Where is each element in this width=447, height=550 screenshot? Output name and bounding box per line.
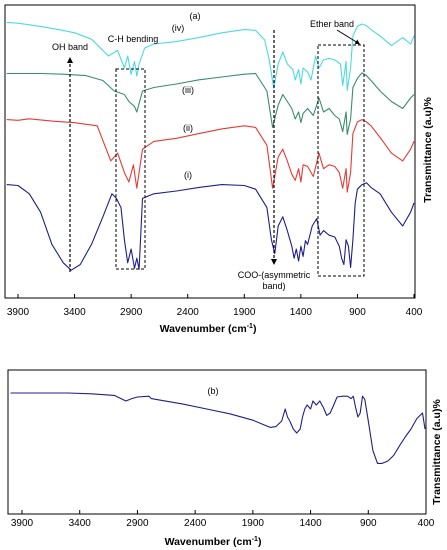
panel-a-series-labels: (iv) (iii) (ii) (i) — [172, 23, 194, 180]
coo-annotation-line1: COO-(asymmetric — [238, 270, 311, 280]
x-tick-label: 1900 — [233, 307, 256, 318]
panel-a-x-axis-title: Wavenumber (cm-1) — [160, 323, 257, 335]
panel-b-x-axis-title: Wavenumber (cm-1) — [165, 536, 262, 548]
x-tick-label: 1400 — [290, 307, 313, 318]
x-tick-label: 3900 — [11, 518, 34, 529]
series-line-2 — [6, 72, 415, 135]
svg-text:Wavenumber (cm-1): Wavenumber (cm-1) — [160, 323, 257, 335]
panel-a-label: (a) — [190, 11, 201, 21]
panel-a-y-axis-title: Transmittance (a.u)% — [422, 97, 434, 203]
panel-b-label: (b) — [208, 386, 219, 396]
svg-text:Wavenumber (cm-1): Wavenumber (cm-1) — [165, 536, 262, 548]
series-label-1: (iv) — [172, 23, 185, 33]
panel-a-frame — [4, 4, 416, 299]
ch-bending-box — [115, 68, 146, 270]
series-line-4 — [6, 182, 415, 271]
ch-bending-annotation: C-H bending — [108, 34, 159, 44]
series-label-3: (ii) — [183, 123, 193, 133]
panel-b: 3900 3400 2900 2400 1900 1400 900 400 (b) Waven… — [7, 369, 443, 548]
ether-band-annotation: Ether band — [310, 19, 354, 29]
x-tick-label: 1900 — [242, 518, 265, 529]
x-tick-label: 900 — [349, 307, 366, 318]
panel-a-series — [6, 21, 415, 271]
x-tick-label: 2900 — [120, 307, 143, 318]
x-tick-label: 3400 — [63, 307, 86, 318]
panel-b-frame — [7, 369, 427, 515]
x-tick-label: 3400 — [69, 518, 92, 529]
coo-annotation-line2: band) — [262, 281, 285, 291]
panel-a-x-ticks: 3900 3400 2900 2400 1900 1400 900 400 — [7, 294, 423, 318]
series-label-4: (i) — [184, 170, 192, 180]
spectrum-line-b — [10, 392, 426, 464]
series-line-3 — [6, 118, 415, 193]
series-line-1 — [6, 21, 415, 91]
x-tick-label: 3900 — [7, 307, 30, 318]
x-tick-label: 2900 — [126, 518, 149, 529]
x-tick-label: 400 — [406, 307, 423, 318]
panel-a: 3900 3400 2900 2400 1900 1400 900 400 (iv) (iii)… — [4, 4, 434, 335]
x-tick-label: 1400 — [299, 518, 322, 529]
ether-band-box — [317, 44, 365, 277]
panel-b-series — [10, 392, 426, 464]
x-tick-label: 2400 — [177, 307, 200, 318]
series-label-2: (iii) — [182, 85, 194, 95]
oh-band-annotation: OH band — [52, 42, 88, 52]
panel-b-y-axis-title: Transmittance (a.u)% — [431, 399, 443, 505]
x-tick-label: 2400 — [184, 518, 207, 529]
x-tick-label: 900 — [360, 518, 377, 529]
x-tick-label: 400 — [418, 518, 435, 529]
panel-b-x-ticks: 3900 3400 2900 2400 1900 1400 900 400 — [11, 510, 435, 529]
ether-band-arrow — [336, 29, 361, 45]
